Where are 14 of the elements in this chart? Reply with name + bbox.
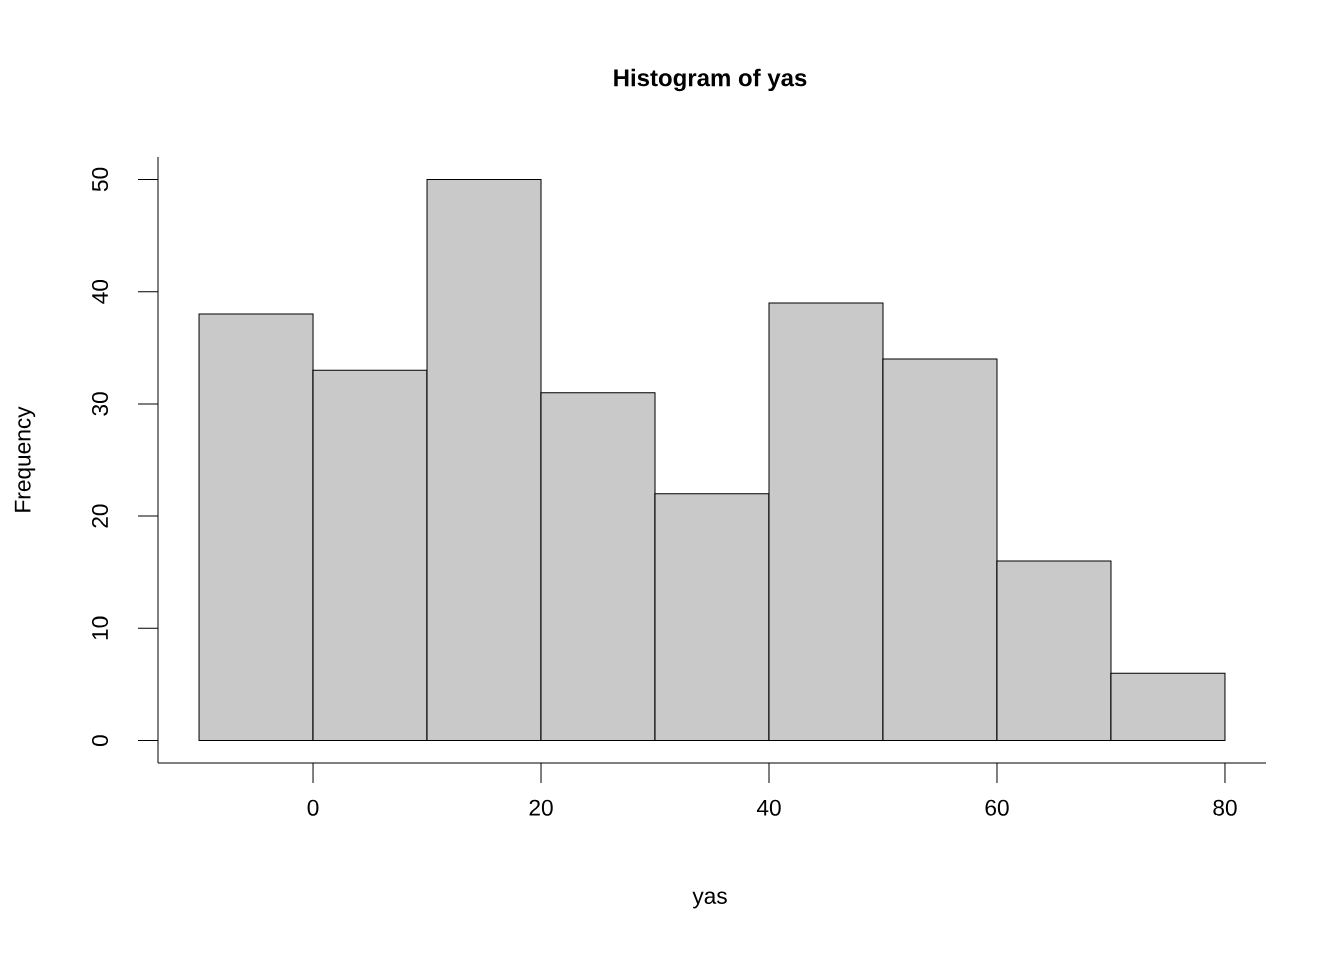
y-tick-label: 0 (91, 735, 109, 746)
y-axis-title: Frequency (14, 406, 36, 512)
x-tick-label: 80 (1213, 799, 1237, 816)
x-tick-label: 40 (756, 799, 781, 816)
x-tick-label: 20 (529, 799, 553, 816)
x-tick-label: 0 (307, 799, 319, 816)
y-tick-label: 20 (91, 504, 109, 528)
x-axis-title: yas (692, 891, 727, 909)
chart-title: Histogram of yas (614, 68, 807, 92)
y-tick-label: 40 (91, 279, 109, 304)
y-tick-label: 50 (91, 167, 109, 192)
y-tick-label: 30 (91, 392, 109, 416)
x-tick-label: 60 (985, 799, 1009, 816)
y-tick-label: 10 (91, 616, 109, 640)
